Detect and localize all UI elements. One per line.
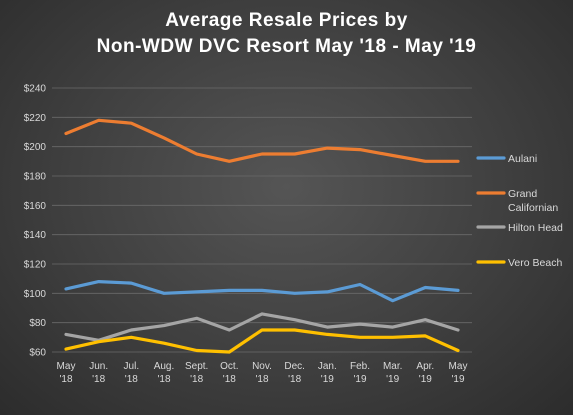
legend-label-vero-beach: Vero Beach	[508, 257, 562, 269]
y-axis-tick-labels: $60 $80 $100 $120 $140 $160 $180 $200 $220 $240	[24, 84, 47, 359]
series-line-aulani	[64, 280, 460, 303]
x-tick-label: May '19	[449, 361, 468, 385]
y-tick-label: $240	[24, 84, 47, 95]
y-tick-label: $100	[24, 289, 47, 300]
x-tick-label: Jan. '19	[318, 361, 337, 385]
series-lines	[64, 118, 460, 354]
x-tick-label: May '18	[57, 361, 76, 385]
y-tick-label: $220	[24, 113, 47, 124]
series-line-vero-beach	[64, 328, 460, 354]
x-tick-label: Feb. '19	[350, 361, 370, 385]
x-tick-label: Nov. '18	[252, 361, 272, 385]
x-axis-tick-labels: May '18 Jun. '18 Jul. '18 Aug. '18 Sept. '18 Oct. '…	[57, 361, 468, 385]
x-tick-label: Oct. '18	[220, 361, 238, 385]
x-tick-label: Sept. '18	[185, 361, 208, 385]
y-tick-label: $180	[24, 172, 47, 183]
chart-title: Average Resale Prices by Non-WDW DVC Res…	[0, 8, 573, 60]
x-tick-label: Mar. '19	[383, 361, 402, 385]
y-tick-label: $60	[29, 348, 46, 359]
legend: Aulani Grand Californian Hilton Head Vero Be…	[476, 153, 563, 269]
x-tick-label: Jun. '18	[89, 361, 108, 385]
grid-lines	[52, 87, 472, 353]
y-tick-label: $140	[24, 230, 47, 241]
chart-title-line-1: Average Resale Prices by	[165, 10, 408, 31]
legend-label-aulani: Aulani	[508, 153, 537, 165]
y-tick-label: $80	[29, 318, 46, 329]
x-tick-label: Dec. '18	[284, 361, 305, 385]
x-tick-label: Apr. '19	[416, 361, 434, 385]
series-line-grand-californian	[64, 118, 460, 163]
chart-title-line-2: Non-WDW DVC Resort May '18 - May '19	[96, 36, 477, 57]
y-tick-label: $120	[24, 260, 47, 271]
legend-label-hilton-head: Hilton Head	[508, 222, 563, 234]
x-tick-label: Aug. '18	[154, 361, 175, 385]
series-line-hilton-head	[64, 312, 460, 342]
legend-label-grand-californian: Grand Californian	[508, 188, 558, 214]
y-tick-label: $200	[24, 142, 47, 153]
y-tick-label: $160	[24, 201, 47, 212]
x-tick-label: Jul. '18	[124, 361, 140, 385]
